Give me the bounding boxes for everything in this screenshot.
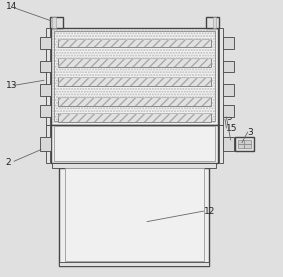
Bar [40, 61, 51, 72]
Bar [59, 168, 209, 266]
Bar [58, 97, 211, 106]
Bar [59, 262, 209, 266]
Bar [40, 105, 51, 117]
Bar [238, 140, 251, 148]
Bar [40, 37, 51, 49]
Bar [223, 137, 234, 151]
Bar [213, 17, 216, 28]
Bar [223, 105, 234, 117]
Bar [65, 168, 204, 261]
Bar [223, 84, 234, 96]
Bar [58, 77, 211, 86]
Bar [58, 58, 211, 67]
Bar [54, 31, 215, 121]
Bar [46, 28, 50, 125]
Bar [234, 141, 237, 147]
Bar [58, 58, 211, 67]
Bar [52, 17, 56, 28]
Bar [206, 17, 219, 28]
Bar [51, 125, 218, 163]
Text: 14: 14 [6, 2, 17, 11]
Text: 13: 13 [6, 81, 17, 90]
Bar [58, 39, 211, 47]
Bar [52, 29, 216, 123]
Text: 12: 12 [204, 207, 215, 216]
Bar [235, 137, 254, 151]
Bar [50, 17, 63, 28]
Bar [219, 125, 223, 163]
Text: 15: 15 [226, 124, 238, 133]
Bar [223, 61, 234, 72]
Bar [223, 37, 234, 49]
Bar [58, 77, 211, 86]
Bar [58, 97, 211, 106]
Text: 3: 3 [248, 129, 253, 137]
Bar [40, 137, 51, 151]
Text: 2: 2 [6, 158, 11, 166]
Bar [46, 125, 50, 163]
Bar [52, 163, 216, 168]
Bar [40, 84, 51, 96]
Bar [58, 113, 211, 122]
Bar [58, 113, 211, 122]
Bar [58, 39, 211, 47]
Text: 9: 9 [226, 113, 232, 122]
Bar [51, 28, 218, 125]
Bar [54, 126, 215, 161]
Bar [219, 28, 223, 125]
